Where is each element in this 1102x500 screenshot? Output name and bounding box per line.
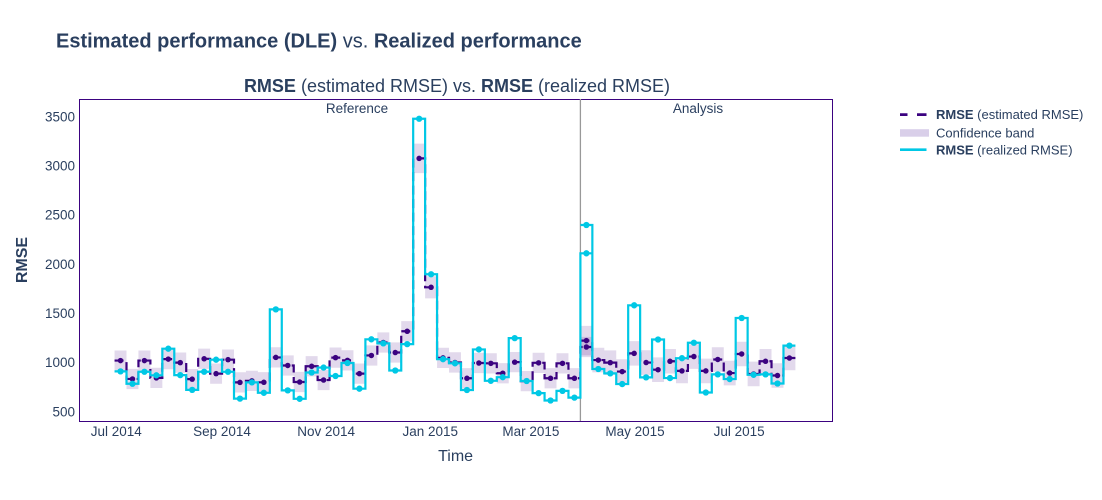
svg-text:Jan 2015: Jan 2015: [402, 424, 458, 439]
svg-text:Estimated performance (DLE) vs: Estimated performance (DLE) vs. Realized…: [56, 31, 582, 53]
svg-text:RMSE (estimated RMSE) vs. RMSE: RMSE (estimated RMSE) vs. RMSE (realized…: [244, 76, 670, 96]
svg-text:Nov 2014: Nov 2014: [297, 424, 355, 439]
svg-text:Sep 2014: Sep 2014: [193, 424, 251, 439]
svg-text:RMSE (estimated RMSE): RMSE (estimated RMSE): [936, 107, 1083, 122]
svg-text:1500: 1500: [45, 306, 75, 321]
svg-text:RMSE (realized RMSE): RMSE (realized RMSE): [936, 142, 1073, 157]
svg-text:500: 500: [52, 404, 75, 419]
svg-text:2500: 2500: [45, 208, 75, 223]
svg-text:Mar 2015: Mar 2015: [502, 424, 559, 439]
svg-text:1000: 1000: [45, 355, 75, 370]
svg-text:3500: 3500: [45, 109, 75, 124]
svg-text:Analysis: Analysis: [673, 101, 724, 116]
svg-text:Jul 2014: Jul 2014: [91, 424, 143, 439]
svg-text:May 2015: May 2015: [605, 424, 664, 439]
svg-text:Reference: Reference: [326, 101, 388, 116]
svg-text:Jul 2015: Jul 2015: [714, 424, 765, 439]
svg-text:2000: 2000: [45, 257, 75, 272]
svg-text:Confidence band: Confidence band: [936, 125, 1034, 140]
svg-text:Time: Time: [438, 448, 473, 465]
svg-text:RMSE: RMSE: [14, 237, 31, 284]
svg-text:3000: 3000: [45, 159, 75, 174]
